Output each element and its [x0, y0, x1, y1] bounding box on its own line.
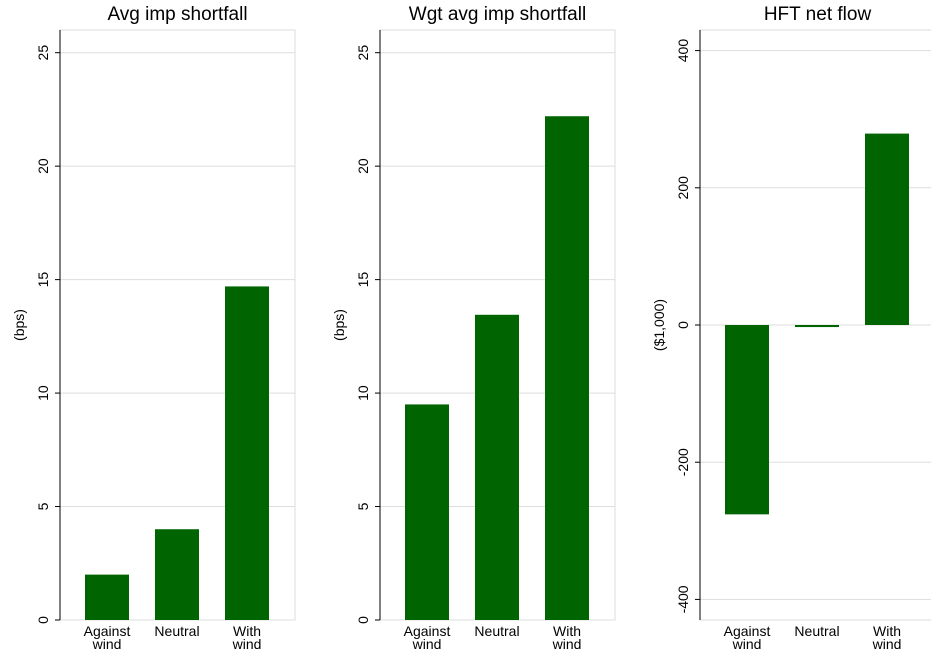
y-tick-label: 200 — [675, 176, 691, 200]
y-tick-label: 25 — [35, 45, 51, 61]
label-line: Against — [724, 623, 771, 639]
chart-title: Avg imp shortfall — [107, 4, 247, 25]
bar — [85, 574, 129, 620]
x-tick-label: Neutral — [154, 623, 199, 639]
x-tick-label: Neutral — [474, 623, 519, 639]
y-tick-label: 20 — [35, 158, 51, 174]
y-tick-label: 15 — [35, 272, 51, 288]
x-tick-label: Against wind — [84, 623, 131, 652]
x-tick-label: With wind — [872, 623, 902, 652]
bar — [155, 529, 199, 620]
x-tick-label: Against wind — [724, 623, 771, 652]
x-tick-label: Against wind — [404, 623, 451, 652]
bar — [225, 286, 269, 620]
bar — [405, 404, 449, 620]
x-tick-label: With wind — [552, 623, 582, 652]
y-tick-label: 10 — [355, 385, 371, 401]
label-line: wind — [232, 636, 262, 652]
y-tick-label: -200 — [675, 448, 691, 476]
y-axis-label: (bps) — [331, 309, 347, 341]
bar — [795, 325, 839, 328]
chart-title: HFT net flow — [764, 4, 872, 25]
y-tick-label: 400 — [675, 39, 691, 63]
y-tick-label: 0 — [355, 616, 371, 624]
label-line: With — [553, 623, 581, 639]
x-tick-label: With wind — [232, 623, 262, 652]
label-line: wind — [412, 636, 442, 652]
bar — [475, 314, 519, 620]
y-tick-label: 10 — [35, 385, 51, 401]
label-line: With — [873, 623, 901, 639]
bar — [725, 325, 769, 515]
label-line: Against — [404, 623, 451, 639]
y-tick-label: 5 — [355, 502, 371, 510]
y-tick-label: 0 — [675, 321, 691, 329]
y-tick-label: 5 — [35, 502, 51, 510]
bar — [865, 133, 909, 325]
y-axis-label: (bps) — [11, 309, 27, 341]
label-line: wind — [92, 636, 122, 652]
bar — [545, 116, 589, 620]
label-line: Against — [84, 623, 131, 639]
y-tick-label: 0 — [35, 616, 51, 624]
label-line: With — [233, 623, 261, 639]
y-tick-label: 25 — [355, 45, 371, 61]
y-axis-label: ($1,000) — [651, 299, 667, 351]
y-tick-label: 20 — [355, 158, 371, 174]
x-tick-label: Neutral — [794, 623, 839, 639]
y-tick-label: 15 — [355, 272, 371, 288]
label-line: wind — [872, 636, 902, 652]
y-tick-label: -400 — [675, 585, 691, 613]
chart-title: Wgt avg imp shortfall — [409, 4, 586, 25]
label-line: wind — [552, 636, 582, 652]
label-line: wind — [732, 636, 762, 652]
